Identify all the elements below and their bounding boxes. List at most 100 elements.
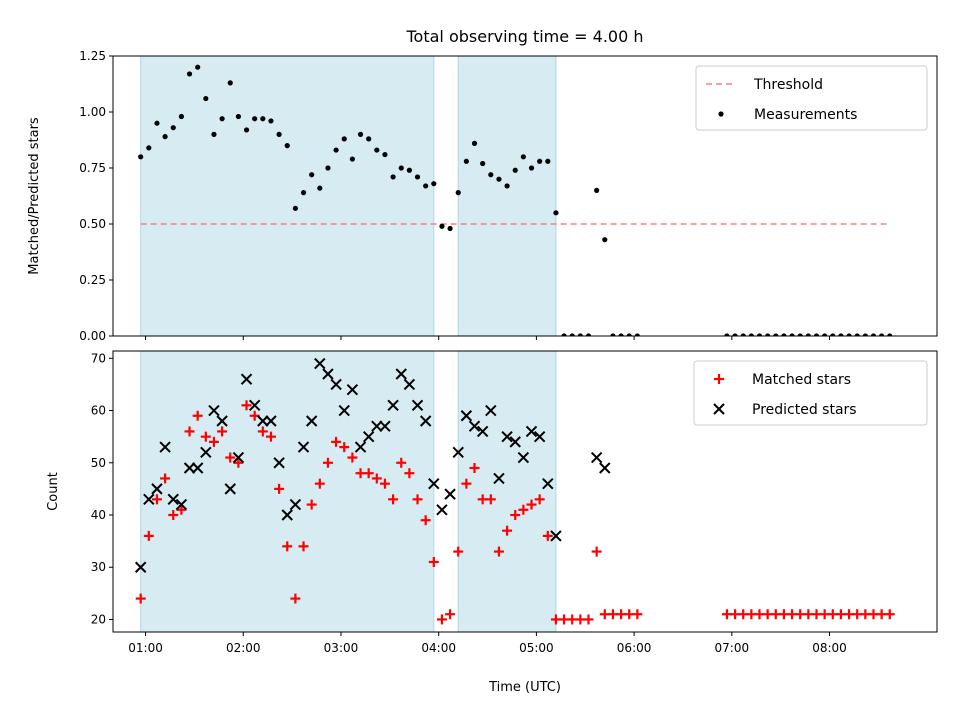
matched-star-point (469, 462, 480, 473)
matched-star-point (339, 442, 350, 453)
measurement-point (317, 185, 323, 191)
matched-star-point (453, 546, 464, 557)
matched-star-point (591, 546, 602, 557)
measurement-point (227, 80, 233, 86)
measurement-point (260, 116, 266, 122)
predicted-star-point (175, 498, 188, 511)
matched-star-point (445, 609, 456, 620)
predicted-star-point (289, 498, 302, 511)
predicted-star-point (452, 446, 464, 459)
measurement-point (219, 116, 225, 122)
predicted-star-point (460, 410, 473, 422)
matched-star-point (176, 504, 187, 515)
y-tick-label: 60 (91, 404, 106, 418)
axes-frame (112, 350, 938, 633)
legend: Threshold Measurements (695, 65, 928, 131)
measurement-point (455, 190, 461, 196)
y-tick-label: 70 (91, 351, 106, 365)
measurement-point (854, 333, 860, 336)
legend: Matched stars Predicted stars (693, 360, 928, 426)
measurement-point (390, 174, 396, 180)
matched-star-point (241, 400, 252, 411)
measurement-point (406, 167, 412, 173)
y-tick-label: 1.25 (79, 49, 106, 63)
measurement-point (195, 64, 201, 70)
matched-star-point (225, 452, 236, 463)
measurement-point (178, 113, 184, 120)
plot-area (134, 357, 895, 625)
measurement-point (138, 154, 144, 160)
predicted-star-point (281, 509, 293, 521)
predicted-star-point (273, 457, 285, 469)
legend-matched-swatch (714, 374, 724, 384)
measurement-point (292, 205, 298, 211)
predicted-star-point (240, 373, 253, 385)
predicted-star-point (476, 425, 489, 438)
measurement-point (252, 116, 258, 122)
matched-star-point (510, 510, 521, 521)
predicted-star-point (468, 420, 481, 432)
measurement-point (398, 165, 404, 171)
measurement-point (154, 120, 160, 126)
matched-star-point (420, 515, 431, 526)
matched-star-point (884, 609, 895, 620)
measurement-point (870, 333, 877, 336)
x-tick-label: 03:00 (324, 641, 359, 655)
measurement-point (325, 165, 331, 171)
legend-measurement-swatch (718, 111, 724, 117)
predicted-star-point (265, 415, 277, 427)
measurement-point (268, 118, 274, 124)
matched-star-point (160, 473, 171, 484)
predicted-star-point (501, 430, 513, 443)
observing-window-span (457, 350, 557, 633)
predicted-star-point (297, 441, 310, 453)
measurement-point (585, 333, 592, 336)
measurement-point (756, 333, 763, 336)
matched-star-point (396, 457, 407, 468)
predicted-star-point (599, 462, 611, 474)
matched-star-point (314, 478, 325, 489)
predicted-star-point (322, 368, 334, 380)
predicted-star-point (257, 415, 269, 427)
predicted-star-point (362, 430, 375, 443)
y-tick-label: 1.00 (79, 105, 106, 119)
measurement-point (447, 225, 453, 232)
predicted-star-point (200, 446, 212, 459)
y-tick-label: 20 (91, 612, 106, 626)
measurement-point (471, 140, 478, 146)
matched-star-point (534, 494, 545, 505)
top-panel: 0.00 0.25 0.50 0.75 1.00 1.25 Total observing … (27, 27, 938, 343)
measurement-point (813, 333, 820, 336)
predicted-star-point (314, 357, 326, 370)
matched-star-point (306, 499, 317, 510)
matched-star-point (371, 473, 382, 484)
measurement-point (357, 131, 364, 137)
measurement-point (626, 333, 632, 336)
matched-star-point (461, 478, 472, 489)
measurement-point (822, 333, 828, 336)
observing-window-span (140, 350, 435, 633)
measurement-point (235, 113, 241, 120)
measurement-point (300, 190, 307, 196)
measurement-point (211, 131, 217, 137)
measurement-point (382, 151, 388, 158)
measurement-point (463, 158, 469, 164)
matched-star-point (257, 426, 268, 437)
measurement-point (838, 333, 844, 336)
predicted-star-point (159, 441, 171, 453)
predicted-star-point (330, 378, 342, 391)
matched-star-point (583, 614, 594, 625)
predicted-star-point (143, 493, 155, 506)
matched-star-point (331, 436, 342, 447)
y-axis-label: Matched/Predicted stars (27, 117, 42, 275)
predicted-star-point (224, 483, 236, 495)
measurement-point (496, 176, 502, 182)
measurement-point (528, 165, 535, 171)
predicted-star-point (167, 493, 179, 506)
measurement-point (879, 333, 885, 336)
measurement-point (203, 95, 209, 102)
measurement-point (797, 333, 803, 336)
measurement-point (773, 333, 779, 336)
matched-star-point (249, 410, 260, 421)
y-tick-label: 40 (91, 508, 106, 522)
